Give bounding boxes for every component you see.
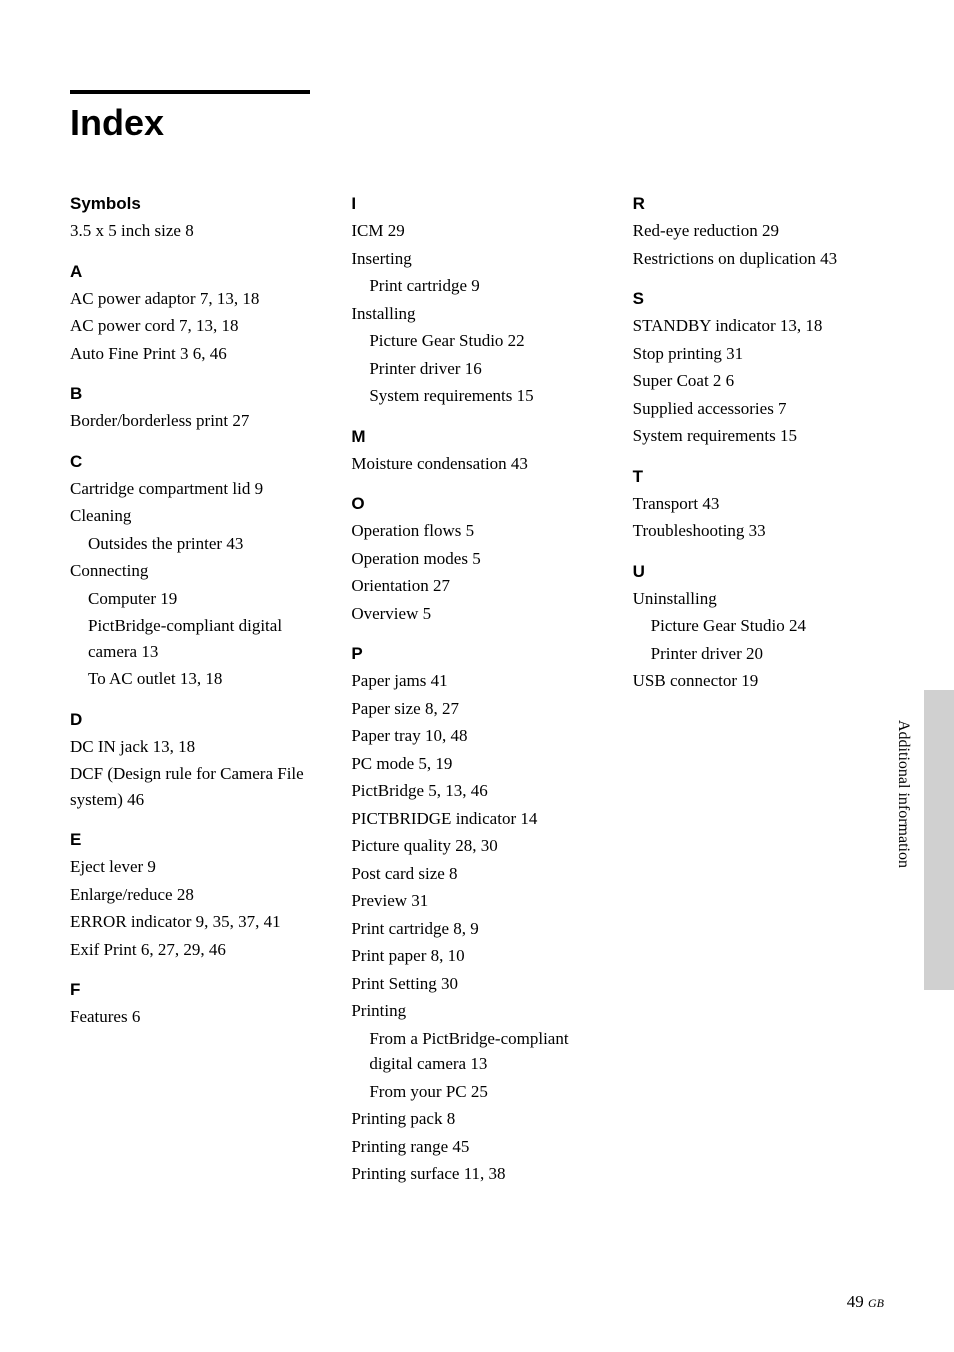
- index-entry: Paper jams 41: [351, 668, 602, 694]
- index-entry: Border/borderless print 27: [70, 408, 321, 434]
- index-entry: ERROR indicator 9, 35, 37, 41: [70, 909, 321, 935]
- index-sub-entry: PictBridge-compliant digital camera 13: [88, 613, 321, 664]
- index-entry: Cleaning: [70, 503, 321, 529]
- index-sub-entry: Printer driver 16: [369, 356, 602, 382]
- index-entry: PictBridge 5, 13, 46: [351, 778, 602, 804]
- section-letter: S: [633, 289, 884, 309]
- index-entry: Red-eye reduction 29: [633, 218, 884, 244]
- section-letter: C: [70, 452, 321, 472]
- index-entry: Connecting: [70, 558, 321, 584]
- index-entry: Paper size 8, 27: [351, 696, 602, 722]
- section-letter: R: [633, 194, 884, 214]
- section-letter: Symbols: [70, 194, 321, 214]
- index-entry: Exif Print 6, 27, 29, 46: [70, 937, 321, 963]
- section-letter: A: [70, 262, 321, 282]
- index-entry: USB connector 19: [633, 668, 884, 694]
- column-2: I ICM 29InsertingPrint cartridge 9Install…: [351, 194, 602, 1189]
- index-entry: 3.5 x 5 inch size 8: [70, 218, 321, 244]
- title-divider: [70, 90, 310, 94]
- index-entry: Stop printing 31: [633, 341, 884, 367]
- index-entry: Print paper 8, 10: [351, 943, 602, 969]
- index-entry: STANDBY indicator 13, 18: [633, 313, 884, 339]
- column-1: Symbols 3.5 x 5 inch size 8 A AC power adap…: [70, 194, 321, 1189]
- index-sub-entry: From your PC 25: [369, 1079, 602, 1105]
- index-entry: Super Coat 2 6: [633, 368, 884, 394]
- index-entry: Cartridge compartment lid 9: [70, 476, 321, 502]
- index-entry: Print cartridge 8, 9: [351, 916, 602, 942]
- index-sub-entry: To AC outlet 13, 18: [88, 666, 321, 692]
- index-entry: Printing surface 11, 38: [351, 1161, 602, 1187]
- index-columns: Symbols 3.5 x 5 inch size 8 A AC power adap…: [70, 194, 884, 1189]
- index-entry: Operation modes 5: [351, 546, 602, 572]
- section-letter: F: [70, 980, 321, 1000]
- column-3: R Red-eye reduction 29Restrictions on dup…: [633, 194, 884, 1189]
- index-entry: Printing pack 8: [351, 1106, 602, 1132]
- index-entry: PC mode 5, 19: [351, 751, 602, 777]
- section-letter: M: [351, 427, 602, 447]
- index-entry: Supplied accessories 7: [633, 396, 884, 422]
- index-entry: Troubleshooting 33: [633, 518, 884, 544]
- page-number-suffix: GB: [868, 1296, 884, 1310]
- index-entry: Preview 31: [351, 888, 602, 914]
- index-entry: Print Setting 30: [351, 971, 602, 997]
- section-letter: U: [633, 562, 884, 582]
- index-entry: Restrictions on duplication 43: [633, 246, 884, 272]
- index-entry: Operation flows 5: [351, 518, 602, 544]
- index-entry: Features 6: [70, 1004, 321, 1030]
- section-letter: O: [351, 494, 602, 514]
- index-entry: Enlarge/reduce 28: [70, 882, 321, 908]
- index-entry: Auto Fine Print 3 6, 46: [70, 341, 321, 367]
- side-label: Additional information: [894, 720, 912, 868]
- section-letter: I: [351, 194, 602, 214]
- section-letter: B: [70, 384, 321, 404]
- section-letter: E: [70, 830, 321, 850]
- index-entry: Eject lever 9: [70, 854, 321, 880]
- index-sub-entry: System requirements 15: [369, 383, 602, 409]
- side-tab: [924, 690, 954, 990]
- section-letter: D: [70, 710, 321, 730]
- index-entry: Overview 5: [351, 601, 602, 627]
- index-entry: AC power adaptor 7, 13, 18: [70, 286, 321, 312]
- index-entry: Post card size 8: [351, 861, 602, 887]
- index-entry: ICM 29: [351, 218, 602, 244]
- index-entry: AC power cord 7, 13, 18: [70, 313, 321, 339]
- index-sub-entry: Computer 19: [88, 586, 321, 612]
- section-letter: P: [351, 644, 602, 664]
- index-entry: Picture quality 28, 30: [351, 833, 602, 859]
- index-sub-entry: From a PictBridge-compliant digital came…: [369, 1026, 602, 1077]
- index-entry: Transport 43: [633, 491, 884, 517]
- index-sub-entry: Printer driver 20: [651, 641, 884, 667]
- section-letter: T: [633, 467, 884, 487]
- index-entry: DCF (Design rule for Camera File system)…: [70, 761, 321, 812]
- index-entry: DC IN jack 13, 18: [70, 734, 321, 760]
- page-title: Index: [70, 102, 884, 144]
- index-entry: Paper tray 10, 48: [351, 723, 602, 749]
- index-entry: Moisture condensation 43: [351, 451, 602, 477]
- index-sub-entry: Picture Gear Studio 22: [369, 328, 602, 354]
- index-entry: Printing range 45: [351, 1134, 602, 1160]
- index-entry: Printing: [351, 998, 602, 1024]
- index-sub-entry: Outsides the printer 43: [88, 531, 321, 557]
- index-sub-entry: Print cartridge 9: [369, 273, 602, 299]
- index-entry: System requirements 15: [633, 423, 884, 449]
- index-entry: Orientation 27: [351, 573, 602, 599]
- index-entry: Uninstalling: [633, 586, 884, 612]
- page-number-value: 49: [847, 1292, 864, 1311]
- index-entry: Inserting: [351, 246, 602, 272]
- page-number: 49 GB: [847, 1292, 884, 1312]
- index-entry: Installing: [351, 301, 602, 327]
- index-entry: PICTBRIDGE indicator 14: [351, 806, 602, 832]
- index-sub-entry: Picture Gear Studio 24: [651, 613, 884, 639]
